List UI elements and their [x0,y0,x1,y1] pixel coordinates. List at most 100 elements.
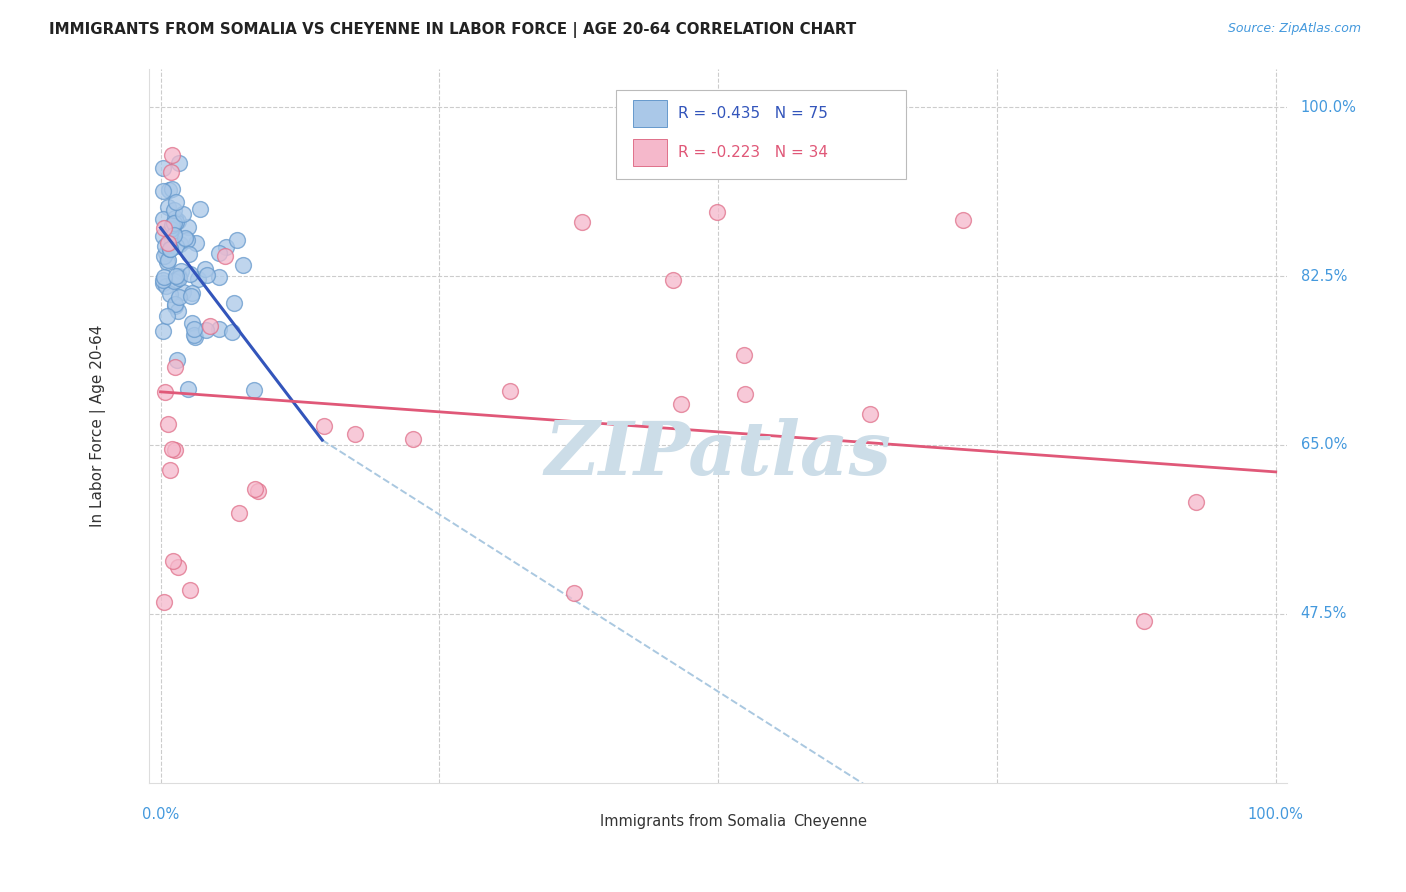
Point [153,221,176,235]
Text: 0.0%: 0.0% [142,806,179,822]
Point [194,323,217,337]
Point [706,205,728,219]
Point [156,254,179,268]
Point [180,285,202,300]
Point [186,235,208,250]
Point [160,442,183,457]
Point [312,418,335,433]
Text: R = -0.223   N = 34: R = -0.223 N = 34 [678,145,828,161]
Point [160,218,183,232]
Point [232,258,254,272]
Point [159,242,181,256]
Point [177,382,200,396]
Point [152,276,174,290]
Point [165,215,187,229]
Point [167,290,190,304]
Point [159,165,181,179]
Point [228,506,250,520]
Point [225,233,247,247]
Point [152,211,174,226]
Point [661,272,683,286]
Point [160,222,183,236]
Point [153,385,176,400]
Point [187,271,209,285]
Point [214,249,236,263]
Point [183,322,205,336]
FancyBboxPatch shape [616,90,905,179]
Point [152,184,174,198]
Point [165,269,187,284]
Point [166,304,188,318]
Point [734,387,756,401]
Point [952,213,974,227]
Point [195,268,218,282]
Point [402,432,425,446]
Point [180,289,202,303]
Point [160,182,183,196]
Point [181,316,204,330]
Text: R = -0.435   N = 75: R = -0.435 N = 75 [678,106,828,121]
Point [152,273,174,287]
Point [155,239,177,253]
Point [179,268,201,282]
Point [167,156,190,170]
Point [208,246,231,260]
Point [174,230,197,244]
Point [166,353,188,368]
Point [669,397,692,411]
Point [169,269,191,284]
Point [165,211,187,225]
Point [571,215,593,229]
Point [733,348,755,362]
Point [153,269,176,284]
Point [169,237,191,252]
Point [163,300,186,314]
Text: 100.0%: 100.0% [1301,100,1357,115]
FancyBboxPatch shape [752,811,785,835]
Text: Immigrants from Somalia: Immigrants from Somalia [600,814,786,830]
Text: Cheyenne: Cheyenne [793,814,868,830]
Point [222,296,245,310]
Point [152,229,174,244]
Point [162,148,184,162]
Point [243,482,266,496]
Point [155,245,177,260]
Point [167,559,190,574]
Point [152,324,174,338]
Point [1132,614,1154,628]
Point [170,264,193,278]
Point [163,203,186,218]
Point [179,583,201,598]
Point [208,321,231,335]
Point [153,249,176,263]
Point [165,195,187,210]
Point [176,219,198,234]
Point [157,235,180,250]
Point [165,273,187,287]
Point [172,285,194,299]
Point [183,327,205,342]
Text: 100.0%: 100.0% [1247,806,1303,822]
Point [167,271,190,285]
Point [562,586,585,600]
Point [198,318,221,333]
Point [159,243,181,257]
Point [172,207,194,221]
Point [162,554,184,568]
Point [499,384,522,398]
Point [1185,495,1208,509]
Point [163,442,186,457]
Point [194,261,217,276]
Point [159,463,181,477]
Point [157,200,180,214]
Text: 47.5%: 47.5% [1301,607,1347,622]
Text: ZIPatlas: ZIPatlas [544,418,891,491]
Point [163,227,186,242]
Point [156,417,179,431]
Text: 82.5%: 82.5% [1301,268,1347,284]
FancyBboxPatch shape [633,100,666,127]
Text: Source: ZipAtlas.com: Source: ZipAtlas.com [1227,22,1361,36]
Point [858,407,880,421]
Text: IMMIGRANTS FROM SOMALIA VS CHEYENNE IN LABOR FORCE | AGE 20-64 CORRELATION CHART: IMMIGRANTS FROM SOMALIA VS CHEYENNE IN L… [49,22,856,38]
Point [243,384,266,398]
